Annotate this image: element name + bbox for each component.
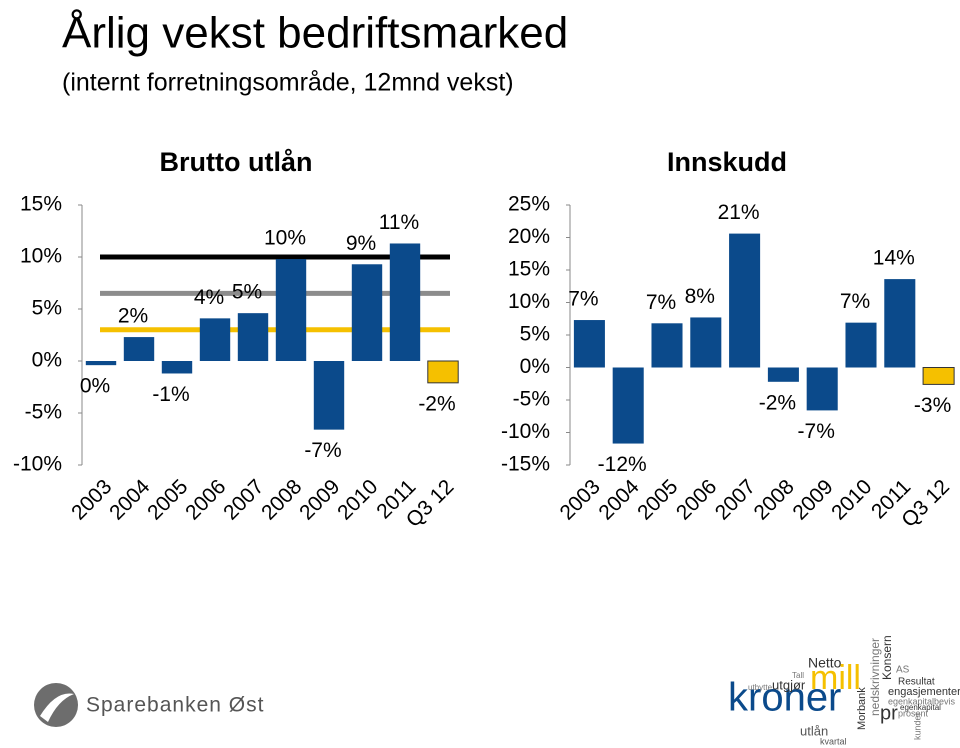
- x-tick-label: 2006: [672, 475, 721, 524]
- y-tick-label: -10%: [501, 420, 550, 443]
- word-cloud-word: utgjør: [772, 677, 806, 692]
- y-tick-label: 15%: [20, 193, 62, 216]
- logo-text: Sparebanken Øst: [86, 694, 264, 717]
- bar: [237, 313, 269, 361]
- value-label: 4%: [194, 286, 224, 309]
- word-cloud-word: kunder: [912, 712, 922, 740]
- word-cloud-word: egenkapitalbevis: [888, 696, 956, 706]
- bar: [690, 317, 722, 368]
- x-tick-label: 2010: [333, 475, 382, 524]
- word-cloud-word: engasjementer: [888, 686, 960, 698]
- x-tick-label: 2010: [827, 475, 876, 524]
- bar: [884, 279, 916, 368]
- x-tick-label: 2009: [788, 475, 837, 524]
- bar: [922, 367, 955, 385]
- x-tick-label: 2003: [67, 475, 116, 524]
- logo: Sparebanken Øst: [34, 683, 264, 727]
- y-tick-label: 10%: [508, 290, 550, 313]
- word-cloud-word: pr: [880, 702, 898, 724]
- value-label: 7%: [646, 291, 676, 314]
- x-tick-label: 2004: [594, 475, 644, 525]
- x-tick-label: 2003: [556, 475, 605, 524]
- value-label: -2%: [418, 392, 455, 415]
- y-tick-label: 20%: [508, 225, 550, 248]
- bar: [123, 337, 155, 361]
- word-cloud-word: Netto: [808, 655, 842, 671]
- y-tick-label: 0%: [32, 349, 62, 372]
- value-label: 8%: [685, 285, 715, 308]
- bar: [161, 361, 193, 374]
- word-cloud-word: AS: [896, 665, 910, 676]
- value-label: 21%: [718, 201, 760, 224]
- value-label: 11%: [379, 211, 419, 234]
- bar: [313, 361, 345, 430]
- value-label: 0%: [80, 375, 110, 398]
- value-label: 5%: [232, 281, 262, 304]
- word-cloud-word: Tall: [792, 671, 804, 680]
- word-cloud-word: Morbank: [856, 687, 868, 730]
- bar: [845, 322, 877, 368]
- y-tick-label: -5%: [25, 401, 62, 424]
- bar: [389, 243, 421, 361]
- y-tick-label: -15%: [501, 453, 550, 476]
- bar: [806, 367, 838, 411]
- bar: [767, 367, 799, 382]
- word-cloud-word: utbytte: [748, 683, 773, 692]
- x-tick-label: 2004: [105, 475, 155, 525]
- y-tick-label: 15%: [508, 258, 550, 281]
- chart-title: Innskudd: [667, 147, 787, 177]
- x-tick-label: 2008: [750, 475, 799, 524]
- y-tick-label: 10%: [20, 245, 62, 268]
- bar: [275, 259, 307, 361]
- x-tick-label: 2005: [633, 475, 682, 524]
- value-label: -2%: [759, 391, 796, 414]
- y-tick-label: -10%: [13, 453, 62, 476]
- bar: [573, 320, 605, 368]
- word-cloud-word: Konsern: [880, 635, 894, 680]
- chart-title: Brutto utlån: [160, 147, 313, 177]
- value-label: 7%: [840, 290, 870, 313]
- word-cloud-word: Resultat: [898, 677, 935, 688]
- bar: [651, 323, 683, 368]
- x-tick-label: 2007: [219, 475, 268, 524]
- word-cloud-word: mill: [810, 659, 861, 697]
- word-cloud-word: kvartal: [820, 736, 847, 746]
- x-tick-label: 2007: [711, 475, 760, 524]
- bar: [351, 264, 383, 361]
- word-cloud-word: prosent: [898, 708, 929, 718]
- x-tick-label: 2009: [295, 475, 344, 524]
- bar: [612, 367, 644, 444]
- value-label: -1%: [152, 383, 189, 406]
- value-label: -7%: [798, 420, 835, 443]
- value-label: 7%: [568, 288, 598, 311]
- word-cloud-word: kroner: [728, 676, 841, 720]
- word-cloud-word: egenkapital: [900, 703, 941, 712]
- y-tick-label: 0%: [520, 355, 550, 378]
- x-tick-label: 2006: [181, 475, 230, 524]
- value-label: 2%: [118, 305, 148, 328]
- bar: [85, 361, 117, 366]
- bar: [427, 360, 459, 384]
- y-tick-label: -5%: [513, 388, 550, 411]
- value-label: -12%: [598, 453, 647, 476]
- x-tick-label: 2008: [257, 475, 306, 524]
- value-label: -3%: [914, 394, 951, 417]
- y-tick-label: 5%: [520, 323, 550, 346]
- slide-subtitle: (internt forretningsområde, 12mnd vekst): [62, 69, 514, 97]
- y-tick-label: 25%: [508, 193, 550, 216]
- y-tick-label: 5%: [32, 297, 62, 320]
- bar: [199, 318, 231, 361]
- logo-swoosh: [40, 693, 74, 722]
- x-tick-label: 2005: [143, 475, 192, 524]
- value-label: 9%: [346, 232, 376, 255]
- value-label: -7%: [304, 439, 341, 462]
- value-label: 10%: [264, 227, 306, 250]
- slide-title: Årlig vekst bedriftsmarked: [62, 9, 568, 58]
- word-cloud-word: utlån: [800, 723, 828, 738]
- value-label: 14%: [873, 247, 915, 270]
- word-cloud-word: nedskrivninger: [868, 638, 882, 716]
- bar: [729, 233, 761, 368]
